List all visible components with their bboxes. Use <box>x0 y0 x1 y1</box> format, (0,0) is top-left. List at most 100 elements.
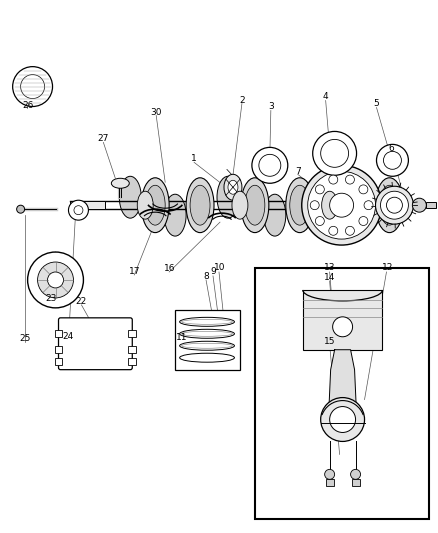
Circle shape <box>315 216 324 225</box>
Text: 8: 8 <box>203 272 209 281</box>
Ellipse shape <box>321 191 338 219</box>
Text: 15: 15 <box>324 337 336 346</box>
Circle shape <box>384 151 401 169</box>
Bar <box>128 346 136 353</box>
Circle shape <box>346 227 354 235</box>
Circle shape <box>325 470 335 479</box>
Circle shape <box>350 470 360 479</box>
Bar <box>128 358 136 365</box>
Bar <box>255 268 429 519</box>
Circle shape <box>321 140 349 167</box>
Ellipse shape <box>180 341 234 350</box>
Ellipse shape <box>119 176 141 218</box>
Ellipse shape <box>111 178 129 188</box>
Circle shape <box>21 75 45 99</box>
Text: 24: 24 <box>63 332 74 341</box>
Circle shape <box>413 198 426 212</box>
Text: 5: 5 <box>374 99 379 108</box>
Circle shape <box>38 262 74 298</box>
Text: 25: 25 <box>19 334 30 343</box>
Text: 27: 27 <box>98 134 109 143</box>
Ellipse shape <box>164 194 186 236</box>
Text: 6: 6 <box>389 144 394 153</box>
Text: 4: 4 <box>323 92 328 101</box>
Ellipse shape <box>381 191 408 219</box>
Ellipse shape <box>379 185 399 225</box>
Bar <box>326 479 334 486</box>
Bar <box>54 330 63 337</box>
Circle shape <box>68 200 88 220</box>
Bar <box>303 290 382 350</box>
Text: 14: 14 <box>324 273 336 282</box>
Circle shape <box>48 272 64 288</box>
Ellipse shape <box>137 191 153 219</box>
Circle shape <box>330 407 356 432</box>
Ellipse shape <box>245 185 265 225</box>
Text: 16: 16 <box>164 264 176 273</box>
Circle shape <box>330 193 353 217</box>
Circle shape <box>386 197 403 213</box>
Bar <box>128 330 136 337</box>
Ellipse shape <box>241 178 269 232</box>
Circle shape <box>13 67 53 107</box>
Circle shape <box>313 132 357 175</box>
Ellipse shape <box>180 317 234 326</box>
Text: 26: 26 <box>22 101 33 110</box>
Circle shape <box>359 216 368 225</box>
Text: 11: 11 <box>177 333 188 342</box>
Text: 23: 23 <box>46 294 57 303</box>
Ellipse shape <box>228 180 238 194</box>
Ellipse shape <box>232 191 248 219</box>
Ellipse shape <box>180 353 234 362</box>
Circle shape <box>377 144 408 176</box>
Circle shape <box>28 252 83 308</box>
Bar <box>71 201 106 209</box>
Text: 30: 30 <box>150 108 162 117</box>
Circle shape <box>346 175 354 184</box>
Text: 22: 22 <box>76 297 87 306</box>
Ellipse shape <box>308 171 375 239</box>
Text: 9: 9 <box>210 268 216 277</box>
Ellipse shape <box>264 194 286 236</box>
Bar <box>54 346 63 353</box>
Ellipse shape <box>375 178 403 232</box>
Ellipse shape <box>375 186 413 224</box>
Polygon shape <box>328 350 357 415</box>
Circle shape <box>329 227 338 235</box>
Circle shape <box>259 155 281 176</box>
Ellipse shape <box>190 185 210 225</box>
Ellipse shape <box>302 165 381 245</box>
Bar <box>175 310 240 370</box>
Text: 13: 13 <box>324 263 336 272</box>
Ellipse shape <box>335 185 355 225</box>
Circle shape <box>332 317 353 337</box>
Circle shape <box>74 206 83 215</box>
Circle shape <box>315 185 324 194</box>
Text: 17: 17 <box>128 268 140 277</box>
Ellipse shape <box>331 178 359 232</box>
Bar <box>72 206 85 214</box>
Text: 12: 12 <box>382 263 393 272</box>
Ellipse shape <box>309 179 331 221</box>
Circle shape <box>329 175 338 184</box>
Bar <box>54 358 63 365</box>
Circle shape <box>252 148 288 183</box>
Ellipse shape <box>186 178 214 232</box>
Text: 1: 1 <box>191 154 197 163</box>
Ellipse shape <box>182 343 233 348</box>
Ellipse shape <box>224 174 242 200</box>
Ellipse shape <box>180 329 234 338</box>
Text: 10: 10 <box>214 263 226 272</box>
Ellipse shape <box>217 176 239 218</box>
Ellipse shape <box>145 185 165 225</box>
Circle shape <box>359 185 368 194</box>
Text: 3: 3 <box>268 102 274 111</box>
Ellipse shape <box>182 332 233 336</box>
Text: 7: 7 <box>295 167 300 176</box>
Bar <box>426 202 436 208</box>
Circle shape <box>321 398 364 441</box>
Ellipse shape <box>182 319 233 324</box>
Ellipse shape <box>286 178 314 232</box>
Circle shape <box>310 201 319 209</box>
Circle shape <box>17 205 25 213</box>
